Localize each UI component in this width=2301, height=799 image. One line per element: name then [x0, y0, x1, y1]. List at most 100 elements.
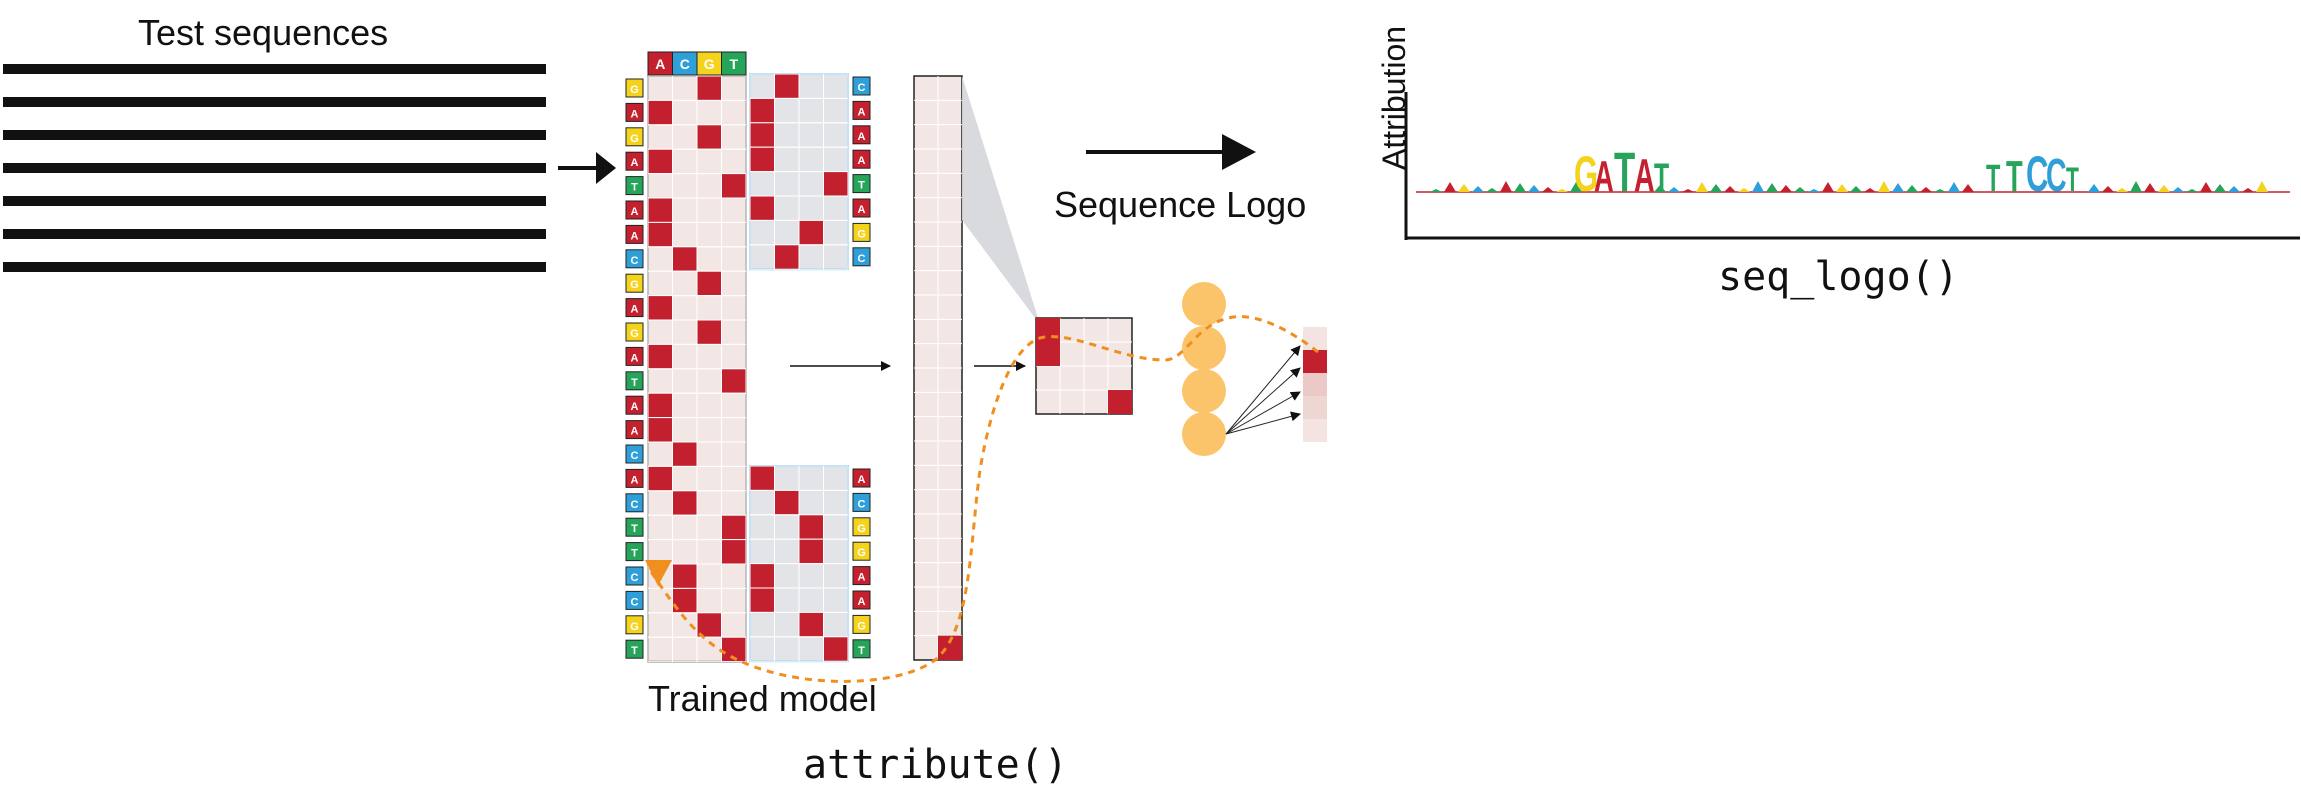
nucleotide-tag-letter: A — [631, 401, 639, 413]
one-hot-hit-cell — [672, 246, 698, 272]
one-hot-hit-cell — [647, 221, 673, 248]
one-hot-hit-cell — [647, 99, 673, 126]
logo-small-glyph — [1500, 181, 1512, 192]
one-hot-hit-cell — [696, 319, 722, 345]
filter-top-base-letter: C — [858, 253, 866, 265]
one-hot-hit-cell — [647, 465, 673, 492]
logo-small-glyph — [1892, 183, 1904, 192]
logo-small-glyph — [1472, 186, 1484, 192]
filter-top-hit-cell — [774, 244, 800, 270]
output-connection — [1225, 411, 1301, 435]
filter-top-base-tag — [852, 222, 871, 242]
nucleotide-tag — [625, 298, 644, 318]
nucleotide-tag — [625, 493, 644, 513]
logo-motif-1-letter: G — [1574, 145, 1598, 201]
one-hot-hit-cell — [647, 392, 673, 419]
nucleotide-tag — [625, 249, 644, 269]
logo-small-glyph — [1682, 189, 1694, 192]
nucleotide-tag-letter: A — [631, 108, 639, 120]
nucleotide-tag-letter: A — [631, 206, 639, 218]
filter-bottom-hit-cell — [798, 538, 824, 565]
output-unit — [1303, 327, 1327, 350]
test-sequence-bar — [3, 97, 546, 107]
output-connection — [1225, 391, 1301, 435]
logo-motif-2-letter: C — [2026, 145, 2048, 201]
logo-small-glyph — [1654, 185, 1666, 192]
dense-neuron — [1182, 326, 1226, 370]
nucleotide-tag — [625, 346, 644, 366]
header-base-letter: G — [704, 56, 715, 72]
nucleotide-tag-letter: C — [631, 450, 639, 462]
logo-small-glyph — [2116, 188, 2128, 192]
filter-bottom-base-letter: C — [858, 498, 866, 510]
logo-small-glyph — [2242, 188, 2254, 192]
logo-small-glyph — [1934, 189, 1946, 192]
pooled-hit-cell — [1108, 390, 1132, 414]
one-hot-hit-cell — [696, 270, 722, 297]
logo-small-glyph — [1822, 182, 1834, 192]
filter-top-cell — [823, 244, 849, 270]
filter-top-hit-cell — [823, 171, 849, 197]
logo-small-glyph — [2088, 184, 2100, 192]
nucleotide-tag — [625, 127, 644, 147]
dense-neuron — [1182, 282, 1226, 326]
logo-small-glyph — [1808, 189, 1820, 192]
filter-bottom-hit-cell — [823, 636, 849, 662]
filter-top-base-tag — [852, 247, 871, 267]
test-sequence-bar — [3, 163, 546, 173]
logo-motif-1-letter: A — [1594, 151, 1614, 200]
pooled-hit-cell — [1036, 342, 1060, 366]
filter-top-base-tag — [852, 125, 871, 145]
filter-bottom-base-tag — [852, 492, 871, 512]
nucleotide-tag — [625, 200, 644, 220]
nucleotide-tag — [625, 78, 644, 98]
logo-small-glyph — [1486, 188, 1498, 192]
dense-neuron — [1182, 369, 1226, 413]
nucleotide-tag-letter: G — [630, 328, 639, 340]
filter-bottom-base-tag — [852, 590, 871, 610]
seq-logo-function-label: seq_logo() — [1718, 254, 1959, 300]
filter-top-base-tag — [852, 174, 871, 194]
logo-small-glyph — [1668, 187, 1680, 192]
output-connection — [1225, 345, 1301, 435]
logo-small-glyph — [2144, 183, 2156, 192]
logo-small-glyph — [1780, 185, 1792, 192]
trained-model-label: Trained model — [648, 678, 877, 719]
filter-top-base-letter: A — [858, 131, 866, 143]
logo-small-glyph — [1556, 189, 1568, 192]
attribution-path — [648, 315, 1319, 683]
nucleotide-tag-letter: A — [631, 474, 639, 486]
output-unit — [1303, 350, 1327, 373]
logo-small-glyph — [1752, 181, 1764, 192]
header-base-letter: C — [680, 56, 690, 72]
nucleotide-tag — [625, 468, 644, 488]
attribute-function-label: attribute() — [803, 742, 1068, 788]
one-hot-hit-cell — [647, 295, 673, 321]
logo-small-glyph — [1528, 185, 1540, 192]
one-hot-hit-cell — [672, 441, 698, 467]
logo-arrow-head — [1222, 134, 1256, 170]
nucleotide-tag-letter: G — [630, 84, 639, 96]
nucleotide-tag-letter: A — [631, 157, 639, 169]
test-sequence-bar — [3, 229, 546, 239]
nucleotide-tag — [625, 542, 644, 562]
filter-top-base-tag — [852, 76, 871, 96]
nucleotide-tag — [625, 176, 644, 196]
filter-bottom-hit-cell — [749, 563, 775, 589]
logo-motif-1-letter: T — [1654, 156, 1669, 200]
nucleotide-tag-letter: C — [631, 255, 639, 267]
one-hot-hit-cell — [696, 124, 722, 150]
filter-bottom-base-letter: G — [857, 620, 866, 632]
nucleotide-tag-letter: G — [630, 621, 639, 633]
filter-top-base-tag — [852, 149, 871, 169]
filter-top-hit-cell — [774, 73, 800, 99]
logo-motif-2-letter: T — [2006, 151, 2023, 200]
nucleotide-tag — [625, 102, 644, 122]
logo-motif-2-letter: T — [2066, 160, 2079, 198]
nucleotide-tag — [625, 224, 644, 244]
filter-bottom-hit-cell — [798, 611, 824, 638]
one-hot-hit-cell — [647, 148, 673, 175]
attribution-axis-label: Attribution — [1376, 25, 1412, 170]
test-sequences-title: Test sequences — [138, 12, 389, 53]
